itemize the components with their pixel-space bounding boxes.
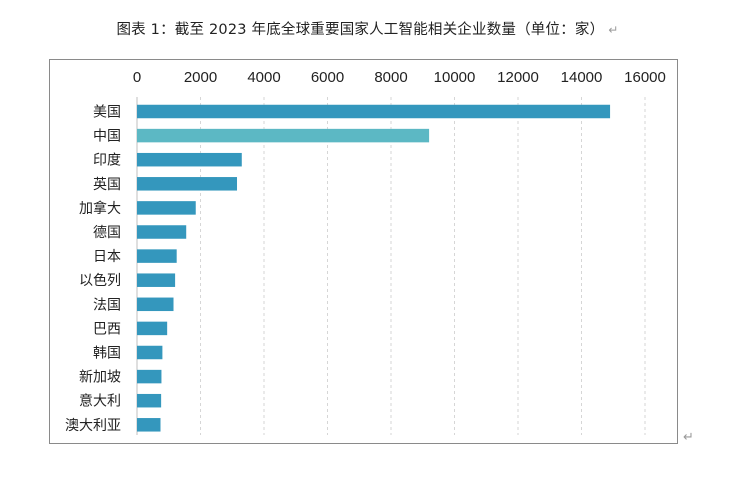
- x-tick-label: 16000: [624, 69, 666, 86]
- x-tick-label: 2000: [184, 69, 217, 86]
- bar: [137, 177, 238, 191]
- category-label: 中国: [93, 129, 121, 145]
- category-label: 印度: [93, 153, 121, 169]
- x-tick-label: 6000: [311, 69, 344, 86]
- category-label: 以色列: [79, 272, 121, 289]
- category-label: 澳大利亚: [65, 418, 121, 434]
- category-label: 新加坡: [79, 370, 121, 386]
- bar: [137, 152, 242, 167]
- bar: [137, 369, 162, 384]
- x-tick-label: 10000: [434, 69, 476, 86]
- category-label: 意大利: [79, 393, 121, 410]
- bar: [137, 321, 168, 336]
- bar: [137, 273, 176, 287]
- category-label: 法国: [93, 297, 121, 313]
- bar: [137, 393, 162, 408]
- bar: [137, 201, 196, 215]
- bar: [137, 249, 177, 263]
- x-tick-label: 0: [133, 69, 141, 86]
- paragraph-mark-icon: ↵: [608, 23, 619, 37]
- category-label: 韩国: [93, 346, 121, 362]
- bar: [137, 297, 174, 312]
- bar: [137, 128, 430, 143]
- bar: [137, 418, 161, 432]
- bar: [137, 104, 611, 119]
- x-tick-label: 8000: [374, 69, 407, 86]
- chart-title: 图表 1：截至 2023 年底全球重要国家人工智能相关企业数量（单位：家） ↵: [116, 22, 619, 38]
- category-label: 英国: [93, 176, 121, 193]
- category-label: 美国: [93, 105, 121, 121]
- x-tick-label: 14000: [561, 69, 603, 86]
- bar: [137, 225, 187, 239]
- category-label: 日本: [93, 249, 121, 265]
- x-tick-label: 4000: [247, 69, 280, 86]
- category-label: 巴西: [93, 321, 121, 337]
- x-tick-label: 12000: [497, 69, 539, 86]
- paragraph-mark-icon: ↵: [683, 430, 694, 445]
- chart-frame: [49, 59, 678, 444]
- category-label: 德国: [93, 225, 121, 241]
- bar: [137, 345, 163, 360]
- category-label: 加拿大: [79, 200, 121, 217]
